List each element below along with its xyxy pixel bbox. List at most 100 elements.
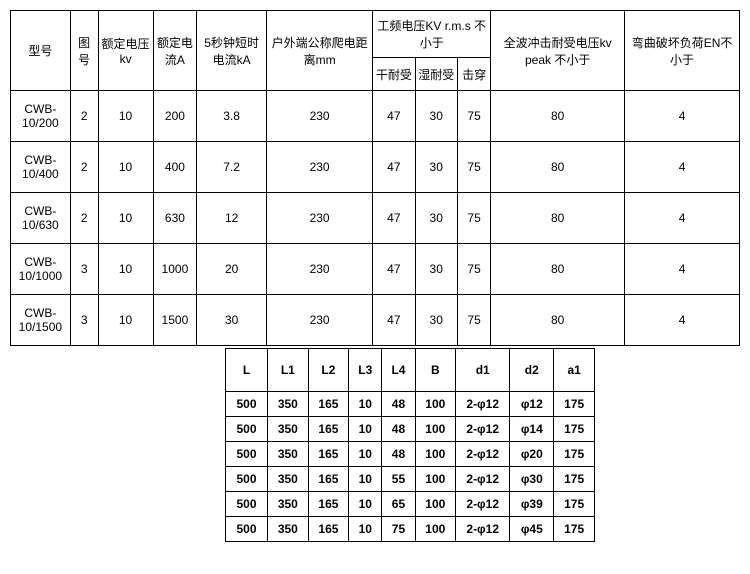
- cell-punc: 75: [457, 244, 490, 295]
- cell-impulse: 80: [491, 244, 625, 295]
- cell-curr: 1500: [153, 295, 197, 346]
- cell-fig: 3: [70, 295, 98, 346]
- cell-d2: φ39: [510, 492, 554, 517]
- cell-curr: 630: [153, 193, 197, 244]
- hdr-L4: L4: [382, 349, 415, 392]
- cell-L4: 48: [382, 417, 415, 442]
- cell-dry: 47: [373, 91, 415, 142]
- cell-curr: 200: [153, 91, 197, 142]
- cell-L1: 350: [268, 492, 309, 517]
- cell-d1: 2-φ12: [456, 492, 510, 517]
- cell-volt: 10: [98, 193, 153, 244]
- cell-L1: 350: [268, 442, 309, 467]
- cell-L4: 48: [382, 442, 415, 467]
- hdr-volt: 额定电压 kv: [98, 11, 153, 91]
- cell-L1: 350: [268, 467, 309, 492]
- cell-d1: 2-φ12: [456, 442, 510, 467]
- cell-impulse: 80: [491, 91, 625, 142]
- cell-d1: 2-φ12: [456, 517, 510, 542]
- hdr-curr: 额定电流A: [153, 11, 197, 91]
- cell-model: CWB-10/400: [11, 142, 71, 193]
- hdr-L2: L2: [308, 349, 349, 392]
- cell-bend: 4: [625, 295, 740, 346]
- cell-B: 100: [415, 467, 456, 492]
- cell-L4: 65: [382, 492, 415, 517]
- cell-dry: 47: [373, 244, 415, 295]
- cell-a1: 175: [554, 392, 595, 417]
- cell-short: 30: [197, 295, 267, 346]
- cell-L3: 10: [349, 517, 382, 542]
- cell-d2: φ12: [510, 392, 554, 417]
- cell-dry: 47: [373, 142, 415, 193]
- cell-creep: 230: [267, 142, 373, 193]
- table-row: 500 350 165 10 75 100 2-φ12 φ45 175: [226, 517, 595, 542]
- cell-L1: 350: [268, 392, 309, 417]
- cell-L: 500: [226, 392, 268, 417]
- cell-d1: 2-φ12: [456, 392, 510, 417]
- cell-wet: 30: [415, 91, 457, 142]
- hdr-impulse: 全波冲击耐受电压kv peak 不小于: [491, 11, 625, 91]
- spec-table-main: 型号 图号 额定电压 kv 额定电流A 5秒钟短时电流kA 户外端公称爬电距离m…: [10, 10, 740, 346]
- cell-model: CWB-10/1000: [11, 244, 71, 295]
- cell-fig: 2: [70, 193, 98, 244]
- cell-fig: 2: [70, 142, 98, 193]
- cell-short: 12: [197, 193, 267, 244]
- cell-L3: 10: [349, 392, 382, 417]
- cell-L2: 165: [308, 417, 349, 442]
- cell-punc: 75: [457, 91, 490, 142]
- cell-a1: 175: [554, 417, 595, 442]
- cell-bend: 4: [625, 244, 740, 295]
- hdr-d2: d2: [510, 349, 554, 392]
- hdr-L1: L1: [268, 349, 309, 392]
- cell-volt: 10: [98, 244, 153, 295]
- cell-B: 100: [415, 442, 456, 467]
- cell-dry: 47: [373, 295, 415, 346]
- dimension-table: L L1 L2 L3 L4 B d1 d2 a1 500 350 165 10 …: [225, 348, 595, 542]
- hdr-punc: 击穿: [457, 58, 490, 91]
- cell-punc: 75: [457, 142, 490, 193]
- cell-L2: 165: [308, 392, 349, 417]
- hdr-d1: d1: [456, 349, 510, 392]
- cell-fig: 3: [70, 244, 98, 295]
- hdr-a1: a1: [554, 349, 595, 392]
- cell-a1: 175: [554, 467, 595, 492]
- cell-L4: 75: [382, 517, 415, 542]
- cell-curr: 1000: [153, 244, 197, 295]
- cell-volt: 10: [98, 295, 153, 346]
- cell-punc: 75: [457, 193, 490, 244]
- table-row: 500 350 165 10 48 100 2-φ12 φ14 175: [226, 417, 595, 442]
- cell-a1: 175: [554, 492, 595, 517]
- cell-L: 500: [226, 467, 268, 492]
- cell-creep: 230: [267, 91, 373, 142]
- cell-d2: φ30: [510, 467, 554, 492]
- cell-fig: 2: [70, 91, 98, 142]
- cell-L3: 10: [349, 417, 382, 442]
- table-row: 500 350 165 10 48 100 2-φ12 φ12 175: [226, 392, 595, 417]
- table-row: CWB-10/630 2 10 630 12 230 47 30 75 80 4: [11, 193, 740, 244]
- cell-curr: 400: [153, 142, 197, 193]
- cell-a1: 175: [554, 517, 595, 542]
- hdr-model: 型号: [11, 11, 71, 91]
- cell-L: 500: [226, 442, 268, 467]
- cell-d2: φ45: [510, 517, 554, 542]
- cell-a1: 175: [554, 442, 595, 467]
- cell-wet: 30: [415, 142, 457, 193]
- cell-L2: 165: [308, 467, 349, 492]
- cell-short: 7.2: [197, 142, 267, 193]
- table-row: CWB-10/400 2 10 400 7.2 230 47 30 75 80 …: [11, 142, 740, 193]
- cell-d1: 2-φ12: [456, 417, 510, 442]
- hdr-L: L: [226, 349, 268, 392]
- cell-L3: 10: [349, 467, 382, 492]
- cell-L: 500: [226, 517, 268, 542]
- cell-L2: 165: [308, 442, 349, 467]
- cell-L3: 10: [349, 442, 382, 467]
- cell-volt: 10: [98, 91, 153, 142]
- cell-d2: φ14: [510, 417, 554, 442]
- cell-L4: 55: [382, 467, 415, 492]
- cell-d1: 2-φ12: [456, 467, 510, 492]
- cell-volt: 10: [98, 142, 153, 193]
- cell-punc: 75: [457, 295, 490, 346]
- cell-wet: 30: [415, 244, 457, 295]
- cell-d2: φ20: [510, 442, 554, 467]
- hdr-fig: 图号: [70, 11, 98, 91]
